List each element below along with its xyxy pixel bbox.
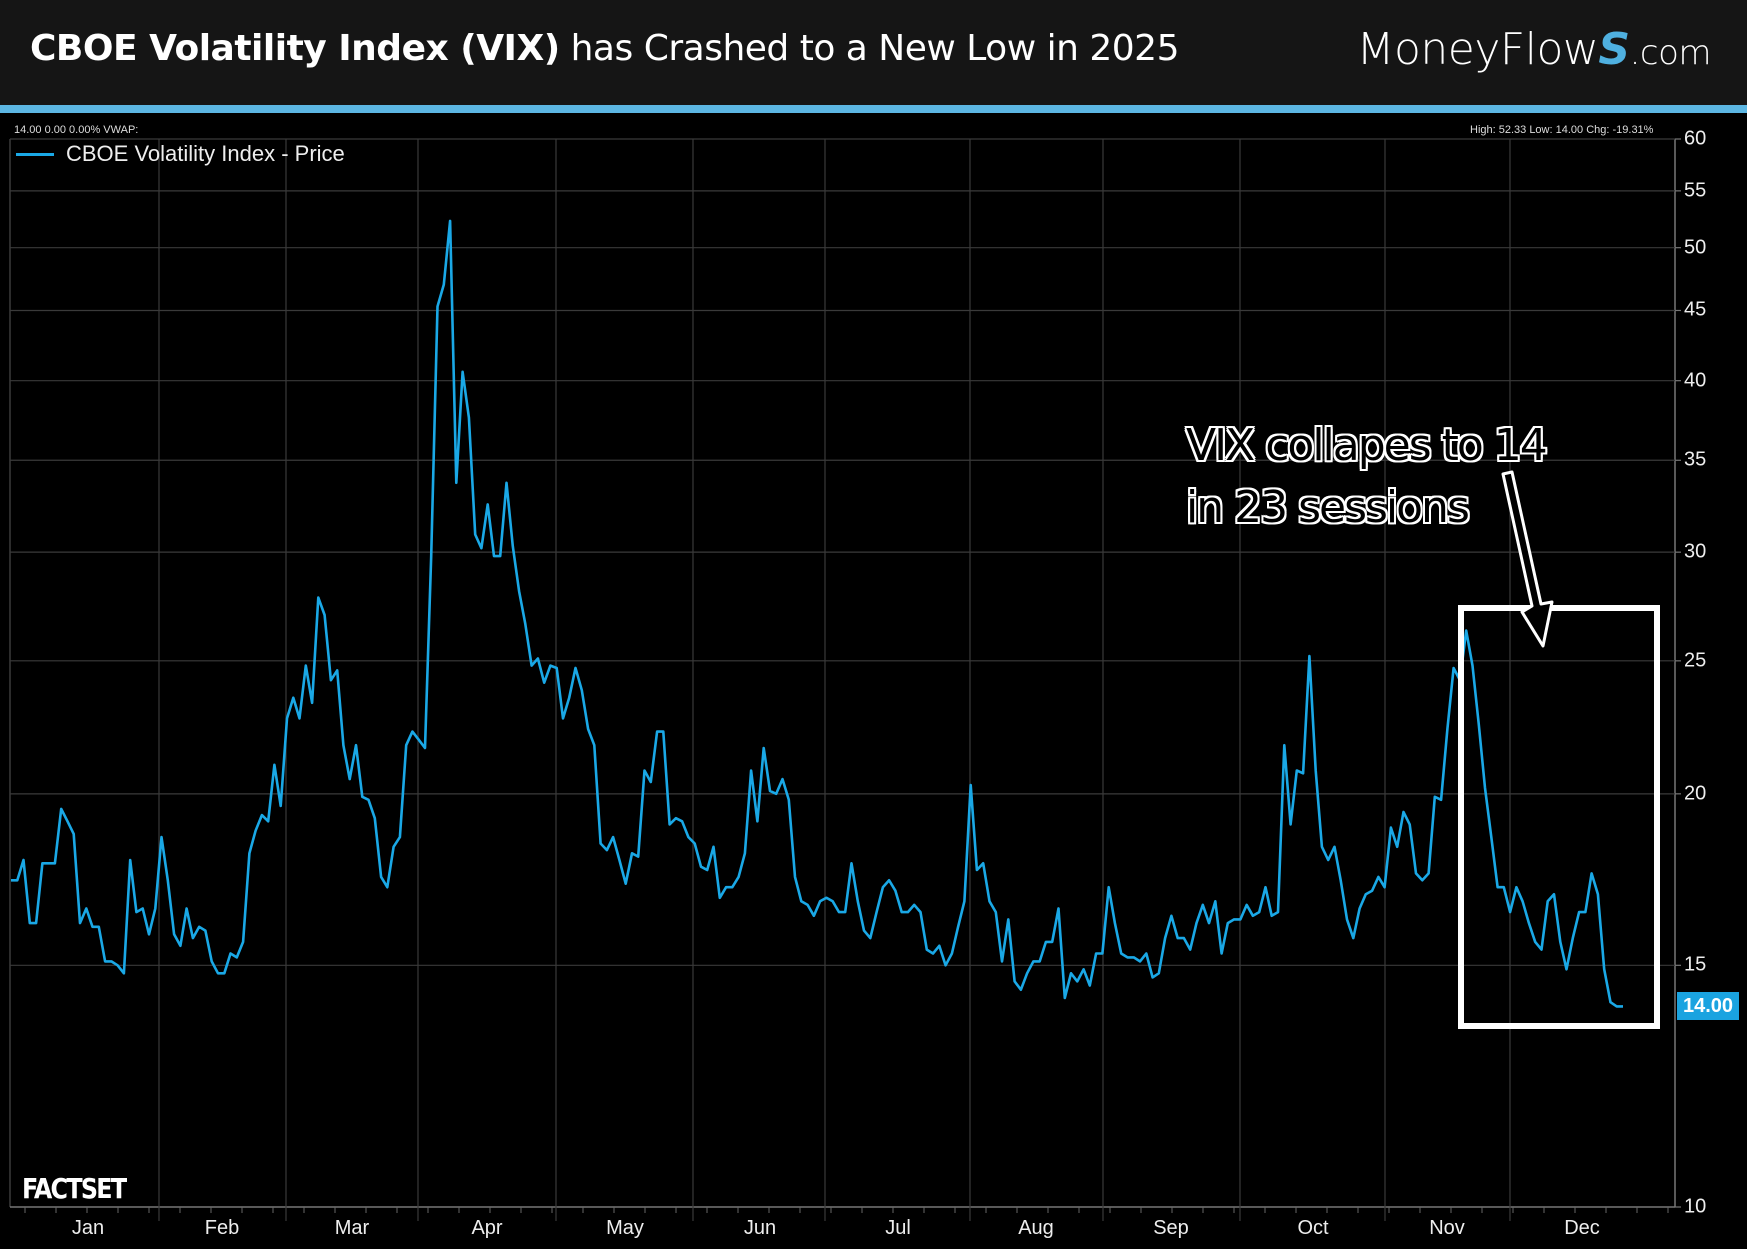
x-tick-label: Aug <box>1018 1217 1054 1239</box>
x-tick-label: Nov <box>1429 1217 1465 1239</box>
grid <box>9 138 1681 1221</box>
legend-label: CBOE Volatility Index - Price <box>66 141 345 166</box>
header-stripe <box>0 105 1747 113</box>
series-line-vix <box>11 219 1623 1008</box>
x-tick-label: Jun <box>743 1217 777 1239</box>
x-axis-ticks <box>24 1207 1669 1213</box>
y-tick-label: 15 <box>1684 953 1707 976</box>
highlight-box <box>1458 605 1660 1029</box>
x-tick-label: Feb <box>204 1217 240 1239</box>
x-tick-label: May <box>606 1217 644 1239</box>
x-tick-label: Oct <box>1297 1217 1329 1239</box>
last-value-tag: 14.00 <box>1677 992 1739 1021</box>
x-tick-label: Jan <box>71 1217 105 1239</box>
y-tick-label: 30 <box>1684 540 1707 563</box>
logo-s: S <box>1598 24 1630 75</box>
y-tick-label: 50 <box>1684 236 1707 259</box>
x-tick-label: Jul <box>885 1217 911 1239</box>
legend: CBOE Volatility Index - Price <box>16 141 345 167</box>
y-tick-label: 40 <box>1684 369 1707 392</box>
annotation-line-2: in 23 sessions <box>1186 482 1470 533</box>
y-tick-label: 55 <box>1684 179 1707 202</box>
high-low-info: High: 52.33 Low: 14.00 Chg: -19.31% <box>1470 124 1654 136</box>
x-tick-label: Dec <box>1564 1217 1600 1239</box>
legend-swatch <box>16 152 54 156</box>
x-tick-label: Mar <box>334 1217 370 1239</box>
y-tick-label: 45 <box>1684 298 1707 321</box>
quote-info: 14.00 0.00 0.00% VWAP: <box>14 124 139 136</box>
title-bold: CBOE Volatility Index (VIX) <box>30 28 560 69</box>
title-rest: has Crashed to a New Low in 2025 <box>559 28 1180 69</box>
y-tick-label: 35 <box>1684 448 1707 471</box>
y-tick-label: 10 <box>1684 1195 1707 1218</box>
x-tick-label: Apr <box>471 1217 503 1239</box>
y-tick-label: 60 <box>1684 127 1707 150</box>
arrow-icon <box>1501 470 1554 648</box>
annotation-line-1: VIX collapes to 14 <box>1186 420 1548 471</box>
page-title: CBOE Volatility Index (VIX) has Crashed … <box>30 28 1179 69</box>
moneyflows-logo: MoneyFlowS.com <box>1356 24 1712 75</box>
factset-logo: FACTSET <box>22 1172 127 1205</box>
x-tick-label: Sep <box>1153 1217 1189 1239</box>
y-tick-label: 25 <box>1684 649 1707 672</box>
logo-main: MoneyFlow <box>1356 24 1599 75</box>
header-bar: CBOE Volatility Index (VIX) has Crashed … <box>0 0 1747 105</box>
logo-domain: .com <box>1629 33 1712 73</box>
y-tick-label: 20 <box>1684 782 1707 805</box>
